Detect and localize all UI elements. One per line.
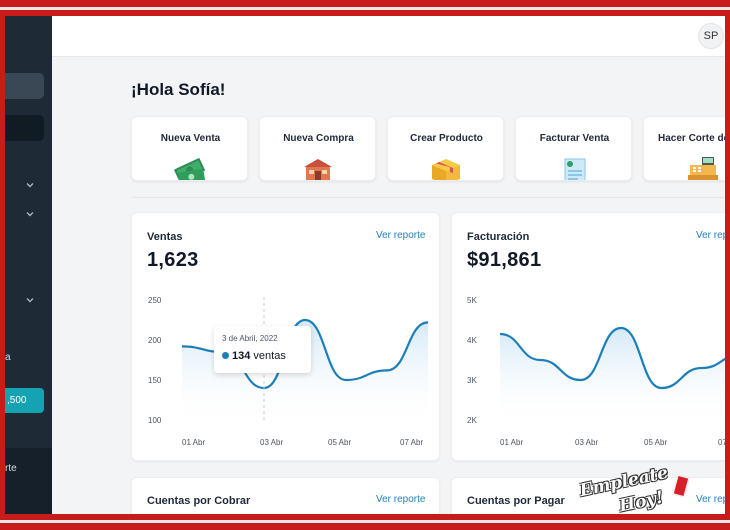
card-title: Ventas xyxy=(147,231,183,243)
sidebar-item-label[interactable]: a xyxy=(5,352,11,363)
sidebar-search-input[interactable] xyxy=(5,73,44,99)
sidebar-plan-button[interactable]: ,500 xyxy=(5,388,44,413)
empleate-hoy-logo: Empleate Hoy! xyxy=(578,463,725,514)
y-tick-label: 200 xyxy=(148,336,162,345)
chevron-down-icon[interactable] xyxy=(25,209,35,219)
avatar[interactable]: SP xyxy=(698,23,724,49)
x-tick-label: 07 xyxy=(718,438,725,447)
y-tick-label: 250 xyxy=(148,296,162,305)
x-tick-label: 05 Abr xyxy=(644,438,667,447)
quick-action-crear-producto[interactable]: Crear Producto xyxy=(387,116,504,181)
ver-reporte-link[interactable]: Ver rep xyxy=(696,494,725,505)
y-tick-label: 5K xyxy=(467,296,477,305)
quick-action-hacer-corte[interactable]: Hacer Corte de xyxy=(643,116,725,181)
card-title: Cuentas por Pagar xyxy=(467,495,565,507)
quick-action-label: Nueva Compra xyxy=(283,133,354,144)
x-tick-label: 03 Abr xyxy=(575,438,598,447)
ver-reporte-link[interactable]: Ver reporte xyxy=(376,494,426,505)
x-tick-label: 07 Abr xyxy=(400,438,423,447)
tooltip-value: 134 ventas xyxy=(222,350,286,362)
cuentas-cobrar-card: Cuentas por Cobrar Ver reporte xyxy=(131,477,440,514)
card-title: Cuentas por Cobrar xyxy=(147,495,251,507)
quick-action-label: Hacer Corte de xyxy=(658,133,725,144)
y-tick-label: 2K xyxy=(467,416,477,425)
ver-reporte-link[interactable]: Ver reporte xyxy=(376,230,426,241)
sidebar: a ,500 rte xyxy=(5,16,52,514)
y-tick-label: 150 xyxy=(148,376,162,385)
invoice-icon xyxy=(564,158,586,180)
tooltip-date: 3 de Abril, 2022 xyxy=(222,334,278,343)
x-tick-label: 01 Abr xyxy=(182,438,205,447)
page-title: ¡Hola Sofía! xyxy=(131,80,226,99)
sidebar-footer: rte xyxy=(5,448,52,514)
quick-action-label: Crear Producto xyxy=(410,133,483,144)
top-bar: SP xyxy=(52,16,725,57)
quick-action-nueva-venta[interactable]: Nueva Venta xyxy=(131,116,248,181)
facturacion-card: Facturación Ver rep $91,861 5K 4K 3K 2K 01 A… xyxy=(451,212,725,461)
x-tick-label: 03 Abr xyxy=(260,438,283,447)
facturacion-total: $91,861 xyxy=(467,249,542,271)
y-tick-label: 100 xyxy=(148,416,162,425)
facturacion-chart: 5K 4K 3K 2K 01 Abr 03 Abr 05 Abr 07 xyxy=(467,296,725,447)
y-tick-label: 3K xyxy=(467,376,477,385)
ver-reporte-link[interactable]: Ver rep xyxy=(696,230,725,241)
sidebar-footer-label[interactable]: rte xyxy=(5,463,17,474)
cash-register-icon xyxy=(688,157,718,180)
sidebar-branch-select[interactable] xyxy=(5,115,44,141)
chevron-down-icon[interactable] xyxy=(25,180,35,190)
series-dot-icon xyxy=(222,352,229,359)
quick-action-label: Nueva Venta xyxy=(160,133,221,144)
x-tick-label: 05 Abr xyxy=(328,438,351,447)
x-tick-label: 01 Abr xyxy=(500,438,523,447)
series-area xyxy=(182,320,428,428)
quick-action-nueva-compra[interactable]: Nueva Compra xyxy=(259,116,376,181)
money-bills-icon xyxy=(174,158,206,180)
app-window: a ,500 rte SP ¡Hola Sofía! Nueva Venta N… xyxy=(5,16,725,514)
frame-bottom xyxy=(0,514,730,530)
series-area xyxy=(500,328,725,428)
flag-icon xyxy=(672,474,690,498)
section-divider xyxy=(131,197,725,198)
ventas-total: 1,623 xyxy=(147,249,199,271)
card-title: Facturación xyxy=(467,231,530,243)
box-icon xyxy=(432,159,460,180)
quick-action-facturar-venta[interactable]: Facturar Venta xyxy=(515,116,632,181)
y-tick-label: 4K xyxy=(467,336,477,345)
store-icon xyxy=(304,159,332,180)
chart-tooltip: 3 de Abril, 2022 134 ventas xyxy=(214,326,311,373)
quick-action-label: Facturar Venta xyxy=(539,133,610,144)
chevron-down-icon[interactable] xyxy=(25,295,35,305)
frame-top xyxy=(0,0,730,16)
